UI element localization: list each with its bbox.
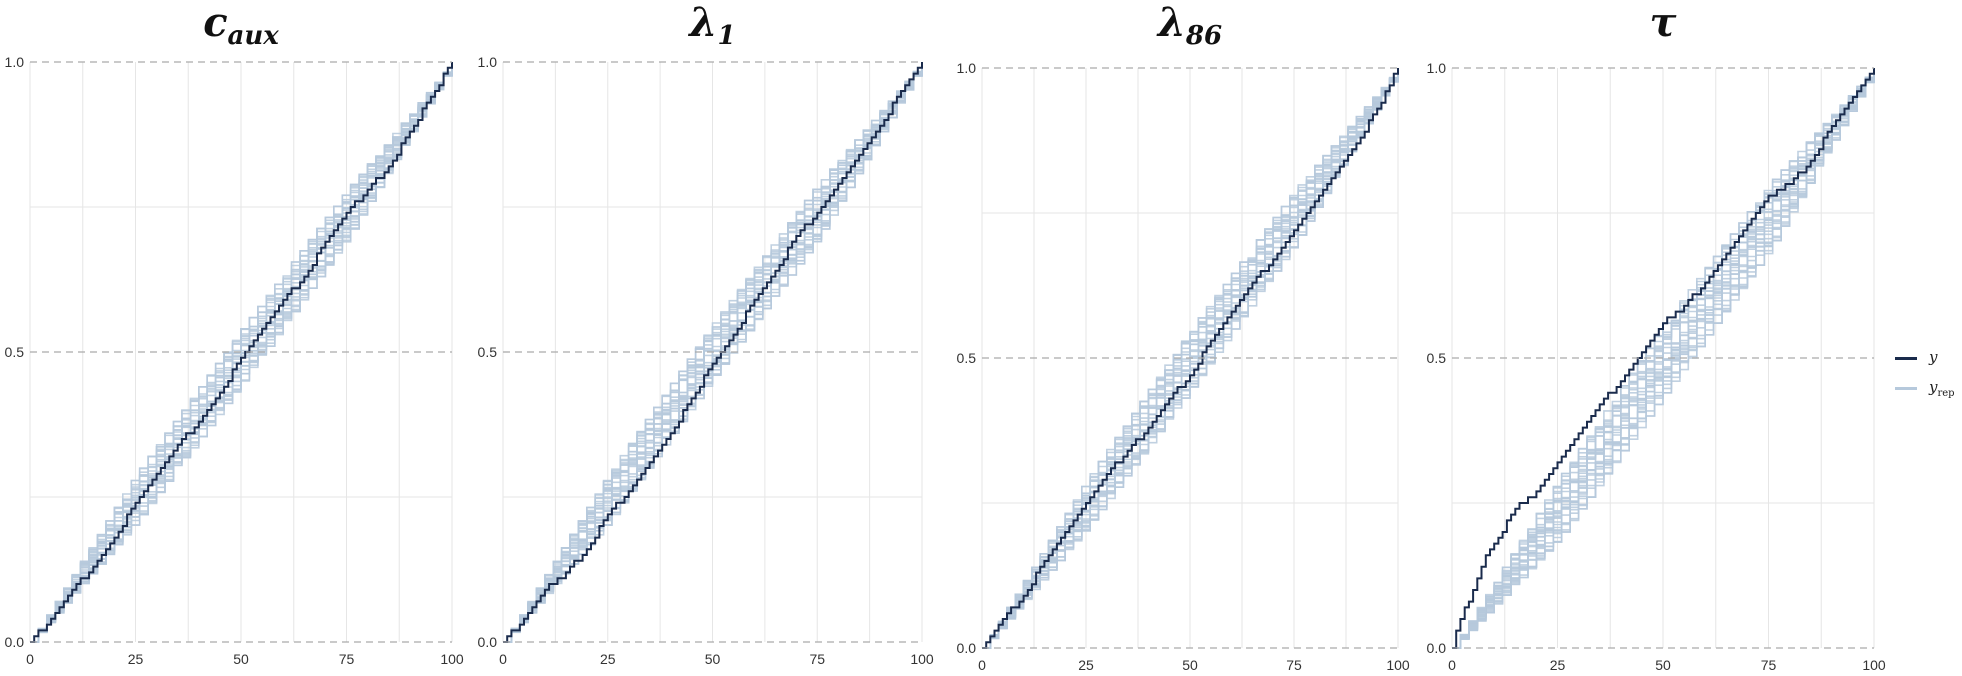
y-ecdf-line bbox=[503, 62, 923, 643]
yrep-ecdf-line bbox=[30, 62, 453, 643]
y-tick-label: 1.0 bbox=[1427, 60, 1447, 76]
y-tick-label: 0.0 bbox=[957, 640, 977, 656]
panel-3: τ 0.0 0.5 1.0 0 25 50 75 100 bbox=[1427, 0, 1886, 673]
x-tick-label: 50 bbox=[1182, 657, 1198, 673]
x-tick-label: 0 bbox=[1448, 657, 1456, 673]
x-tick-label: 100 bbox=[910, 651, 934, 667]
x-tick-label: 25 bbox=[1078, 657, 1094, 673]
x-tick-label: 50 bbox=[233, 651, 249, 667]
y-ecdf-line bbox=[1452, 68, 1875, 649]
legend: y yrep bbox=[1895, 343, 1955, 403]
y-tick-label: 0.5 bbox=[5, 344, 25, 360]
y-ecdf-line bbox=[30, 62, 453, 643]
panel-title-subscript: 1 bbox=[717, 21, 735, 51]
x-tick-label: 25 bbox=[600, 651, 616, 667]
x-tick-label: 0 bbox=[26, 651, 34, 667]
y-tick-label: 1.0 bbox=[957, 60, 977, 76]
legend-item-y: y bbox=[1895, 343, 1955, 373]
legend-label-yrep: yrep bbox=[1929, 377, 1955, 399]
panel-1: λ1 0.0 0.5 1.0 0 25 50 75 100 bbox=[478, 0, 934, 667]
x-tick-label: 0 bbox=[499, 651, 507, 667]
legend-swatch-y bbox=[1895, 356, 1917, 360]
x-tick-label: 25 bbox=[128, 651, 144, 667]
panel-title: caux bbox=[203, 0, 279, 51]
x-tick-label: 50 bbox=[705, 651, 721, 667]
legend-label-y: y bbox=[1929, 347, 1938, 366]
panel-title: λ1 bbox=[687, 0, 735, 51]
x-tick-label: 75 bbox=[1286, 657, 1302, 673]
panel-title: τ bbox=[1650, 0, 1677, 46]
x-tick-label: 75 bbox=[809, 651, 825, 667]
y-tick-label: 1.0 bbox=[5, 54, 25, 70]
panel-title-subscript: 86 bbox=[1185, 21, 1222, 51]
y-tick-label: 0.0 bbox=[478, 634, 498, 650]
x-tick-label: 75 bbox=[1761, 657, 1777, 673]
x-tick-label: 0 bbox=[978, 657, 986, 673]
y-tick-label: 1.0 bbox=[478, 54, 498, 70]
x-tick-label: 25 bbox=[1550, 657, 1566, 673]
x-tick-label: 75 bbox=[339, 651, 355, 667]
panel-title: λ86 bbox=[1156, 0, 1222, 51]
yrep-ecdf-line bbox=[982, 68, 1399, 649]
x-tick-label: 100 bbox=[1862, 657, 1886, 673]
panel-2: λ86 0.0 0.5 1.0 0 25 50 75 100 bbox=[957, 0, 1410, 673]
yrep-ecdf-line bbox=[503, 62, 923, 643]
y-tick-label: 0.5 bbox=[957, 350, 977, 366]
legend-item-yrep: yrep bbox=[1895, 373, 1955, 403]
x-tick-label: 100 bbox=[440, 651, 464, 667]
legend-swatch-yrep bbox=[1895, 386, 1917, 390]
y-tick-label: 0.0 bbox=[1427, 640, 1447, 656]
x-tick-label: 100 bbox=[1386, 657, 1410, 673]
panel-title-subscript: aux bbox=[228, 21, 280, 51]
panel-0: caux 0.0 0.5 1.0 0 25 50 75 100 bbox=[5, 0, 464, 667]
y-tick-label: 0.5 bbox=[478, 344, 498, 360]
y-tick-label: 0.5 bbox=[1427, 350, 1447, 366]
y-tick-label: 0.0 bbox=[5, 634, 25, 650]
x-tick-label: 50 bbox=[1655, 657, 1671, 673]
y-ecdf-line bbox=[982, 68, 1399, 649]
